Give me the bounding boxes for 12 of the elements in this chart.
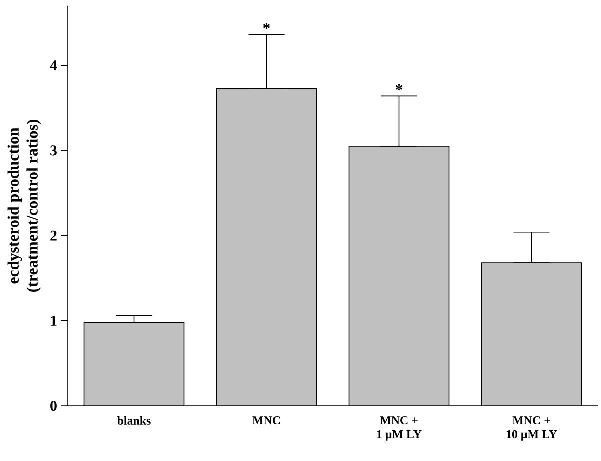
x-tick-label: MNC [252, 416, 280, 425]
y-tick-label: 4 [50, 60, 58, 70]
y-tick-label: 2 [50, 230, 57, 241]
y-axis-title: ecdysteroid production (treatment/control ratios) [8, 120, 42, 292]
y-tick-label: 0 [50, 400, 57, 412]
annotation: * [396, 84, 403, 91]
x-tick-label: MNC + 10 μM LY [506, 416, 558, 441]
y-tick-label: 3 [50, 146, 57, 156]
x-tick-label: blanks [117, 416, 151, 425]
y-tick-label: 1 [51, 316, 57, 326]
annotation: * [263, 23, 270, 30]
x-tick-label: MNC + 1 μM LY [377, 416, 422, 441]
